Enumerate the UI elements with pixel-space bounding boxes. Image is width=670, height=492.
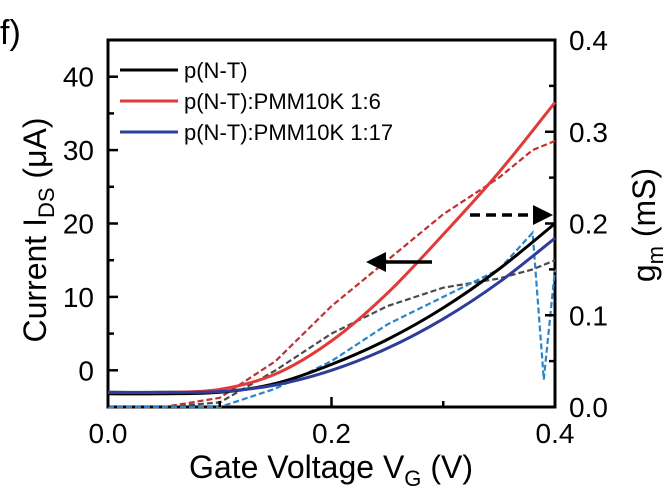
panel-label: f) bbox=[0, 14, 21, 52]
y-left-tick-label: 30 bbox=[63, 135, 94, 166]
legend-label-pnt: p(N-T) bbox=[184, 58, 248, 83]
axis-ticks: 0.0 0.2 0.4 0 10 20 30 40 0.0 0.1 0.2 0.3 0.4 bbox=[63, 25, 608, 449]
y-left-tick-label: 20 bbox=[63, 209, 94, 240]
left-axis-arrow bbox=[366, 252, 432, 272]
y-left-tick-label: 0 bbox=[78, 355, 94, 386]
y-right-tick-label: 0.0 bbox=[569, 392, 608, 423]
legend: p(N-T) p(N-T):PMM10K 1:6 p(N-T):PMM10K 1… bbox=[120, 58, 393, 145]
legend-label-pmm-1-6: p(N-T):PMM10K 1:6 bbox=[184, 89, 381, 114]
legend-label-pmm-1-17: p(N-T):PMM10K 1:17 bbox=[184, 120, 393, 145]
y-right-tick-label: 0.1 bbox=[569, 300, 608, 331]
current-curve-series-2 bbox=[107, 237, 556, 394]
y-right-tick-label: 0.2 bbox=[569, 209, 608, 240]
y-right-tick-label: 0.4 bbox=[569, 25, 608, 56]
current-curve-series-0 bbox=[107, 222, 556, 396]
gm-curve-series-2 bbox=[108, 230, 557, 409]
x-tick-label: 0.2 bbox=[312, 418, 351, 449]
curves bbox=[107, 101, 557, 409]
right-axis-arrow bbox=[470, 205, 553, 225]
y-left-axis-title: Current IDS (μA) bbox=[17, 117, 59, 342]
x-axis-title: Gate Voltage VG (V) bbox=[189, 449, 473, 491]
current-curve-series-1 bbox=[107, 101, 557, 395]
y-right-tick-label: 0.3 bbox=[569, 117, 608, 148]
x-tick-label: 0.0 bbox=[89, 418, 128, 449]
y-right-axis-title: gm (mS) bbox=[626, 168, 668, 282]
gm-curve-series-1 bbox=[108, 139, 556, 409]
y-left-tick-label: 10 bbox=[63, 282, 94, 313]
gm-curve-series-0 bbox=[108, 259, 556, 409]
y-left-tick-label: 40 bbox=[63, 62, 94, 93]
x-tick-label: 0.4 bbox=[536, 418, 575, 449]
